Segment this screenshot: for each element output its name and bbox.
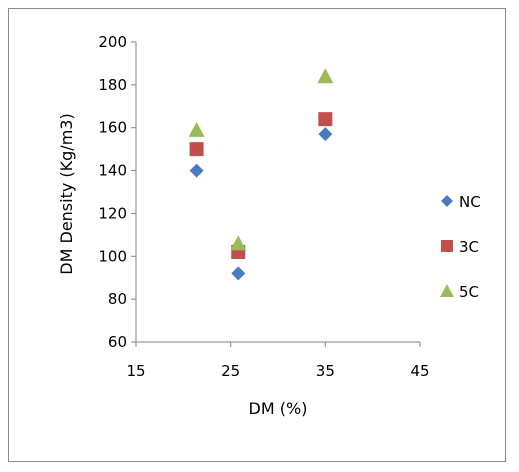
legend-marker-5c <box>440 284 454 297</box>
y-tick-label: 80 <box>108 290 127 308</box>
legend-label-5c: 5C <box>459 283 479 301</box>
legend-label-3c: 3C <box>459 238 479 256</box>
legend-label-nc: NC <box>459 193 481 211</box>
y-axis-title: DM Density (Kg/m3) <box>57 113 76 274</box>
data-points <box>188 68 334 281</box>
y-tick-label: 60 <box>108 333 127 351</box>
legend: NC 3C 5C <box>440 193 481 301</box>
data-point-5c <box>230 235 247 251</box>
y-tick-label: 160 <box>98 119 127 137</box>
legend-marker-nc <box>441 195 453 207</box>
tick-labels: 60 80 100 120 140 160 180 200 15 25 35 45 <box>98 33 429 380</box>
x-tick-label: 35 <box>316 362 335 380</box>
x-tick-label: 15 <box>126 362 145 380</box>
data-point-nc <box>189 163 204 178</box>
data-point-5c <box>317 68 334 84</box>
data-point-nc <box>231 266 246 281</box>
data-point-3c <box>189 142 204 157</box>
x-axis-title: DM (%) <box>249 399 308 418</box>
legend-marker-3c <box>441 240 453 252</box>
axes <box>135 42 420 343</box>
y-tick-label: 140 <box>98 162 127 180</box>
y-tick-label: 100 <box>98 247 127 265</box>
y-tick-label: 120 <box>98 204 127 222</box>
x-tick-label: 45 <box>410 362 429 380</box>
y-tick-label: 180 <box>98 76 127 94</box>
y-tick-label: 200 <box>98 33 127 51</box>
chart-frame <box>8 8 506 462</box>
x-tick-label: 25 <box>221 362 240 380</box>
data-point-nc <box>318 127 333 142</box>
data-point-5c <box>188 121 205 137</box>
data-point-3c <box>318 112 333 127</box>
